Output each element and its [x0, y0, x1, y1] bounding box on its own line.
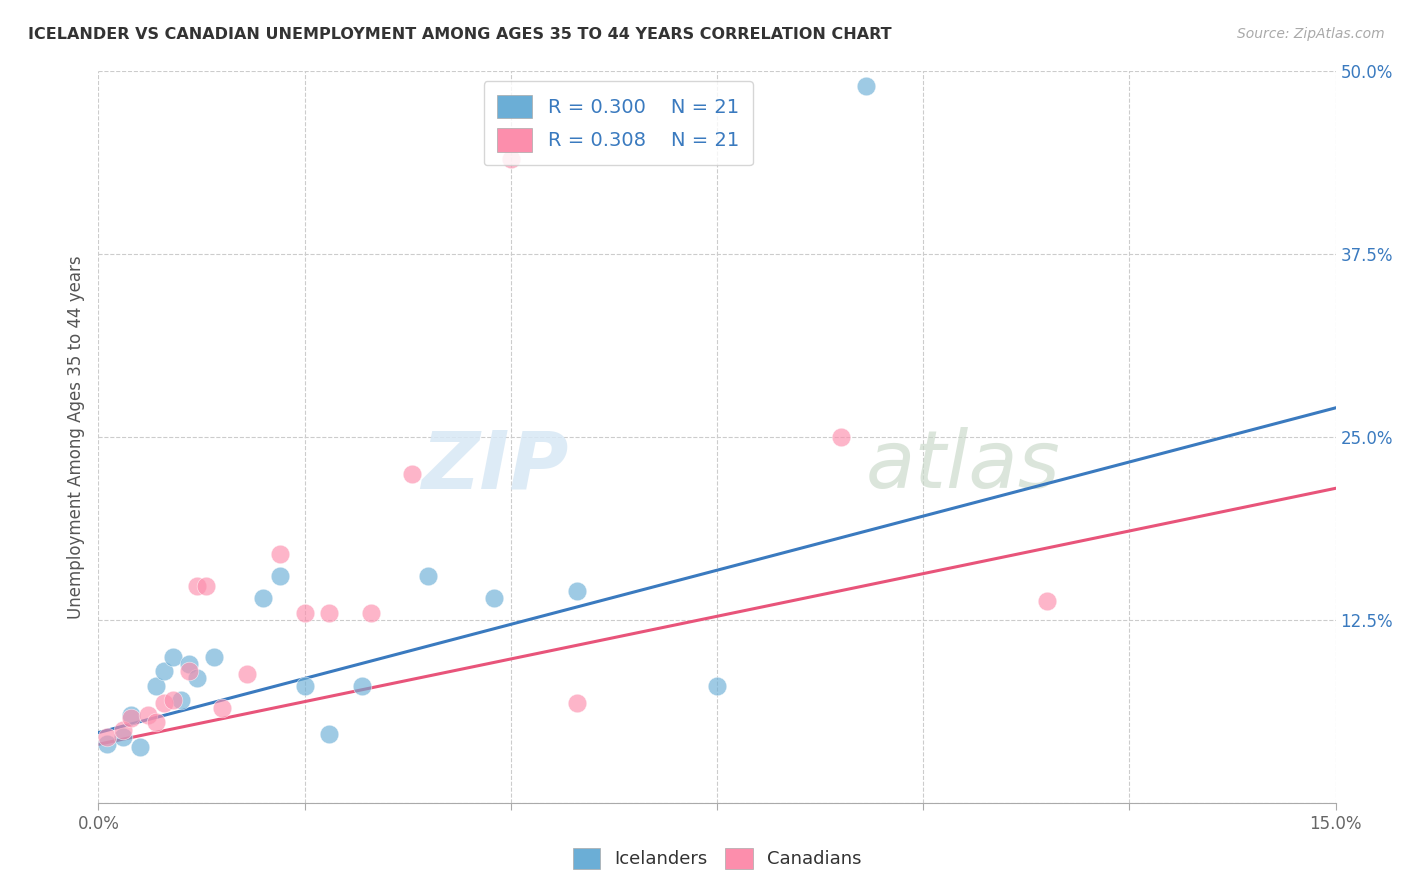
Point — [153, 664, 176, 678]
Point — [211, 700, 233, 714]
Point — [136, 708, 159, 723]
Point — [360, 606, 382, 620]
Point — [170, 693, 193, 707]
Legend: Icelanders, Canadians: Icelanders, Canadians — [564, 839, 870, 878]
Point — [352, 679, 374, 693]
Point — [128, 740, 150, 755]
Point — [162, 693, 184, 707]
Point — [418, 569, 440, 583]
Point — [706, 679, 728, 693]
Point — [112, 730, 135, 744]
Text: ZIP: ZIP — [422, 427, 568, 506]
Point — [96, 730, 118, 744]
Point — [186, 672, 208, 686]
Text: Source: ZipAtlas.com: Source: ZipAtlas.com — [1237, 27, 1385, 41]
Point — [294, 679, 316, 693]
Point — [202, 649, 225, 664]
Point — [236, 667, 259, 681]
Point — [179, 657, 201, 671]
Point — [162, 649, 184, 664]
Point — [269, 547, 291, 561]
Point — [565, 696, 588, 710]
Point — [112, 723, 135, 737]
Point — [318, 606, 340, 620]
Point — [565, 583, 588, 598]
Y-axis label: Unemployment Among Ages 35 to 44 years: Unemployment Among Ages 35 to 44 years — [66, 255, 84, 619]
Point — [120, 711, 142, 725]
Point — [1036, 594, 1059, 608]
Point — [145, 679, 167, 693]
Text: ICELANDER VS CANADIAN UNEMPLOYMENT AMONG AGES 35 TO 44 YEARS CORRELATION CHART: ICELANDER VS CANADIAN UNEMPLOYMENT AMONG… — [28, 27, 891, 42]
Point — [499, 152, 522, 166]
Point — [194, 579, 217, 593]
Point — [120, 708, 142, 723]
Point — [269, 569, 291, 583]
Point — [186, 579, 208, 593]
Point — [96, 737, 118, 751]
Text: atlas: atlas — [866, 427, 1060, 506]
Point — [252, 591, 274, 605]
Point — [401, 467, 423, 481]
Point — [484, 591, 506, 605]
Point — [855, 78, 877, 93]
Point — [294, 606, 316, 620]
Point — [145, 715, 167, 730]
Point — [179, 664, 201, 678]
Point — [318, 727, 340, 741]
Point — [830, 430, 852, 444]
Point — [153, 696, 176, 710]
